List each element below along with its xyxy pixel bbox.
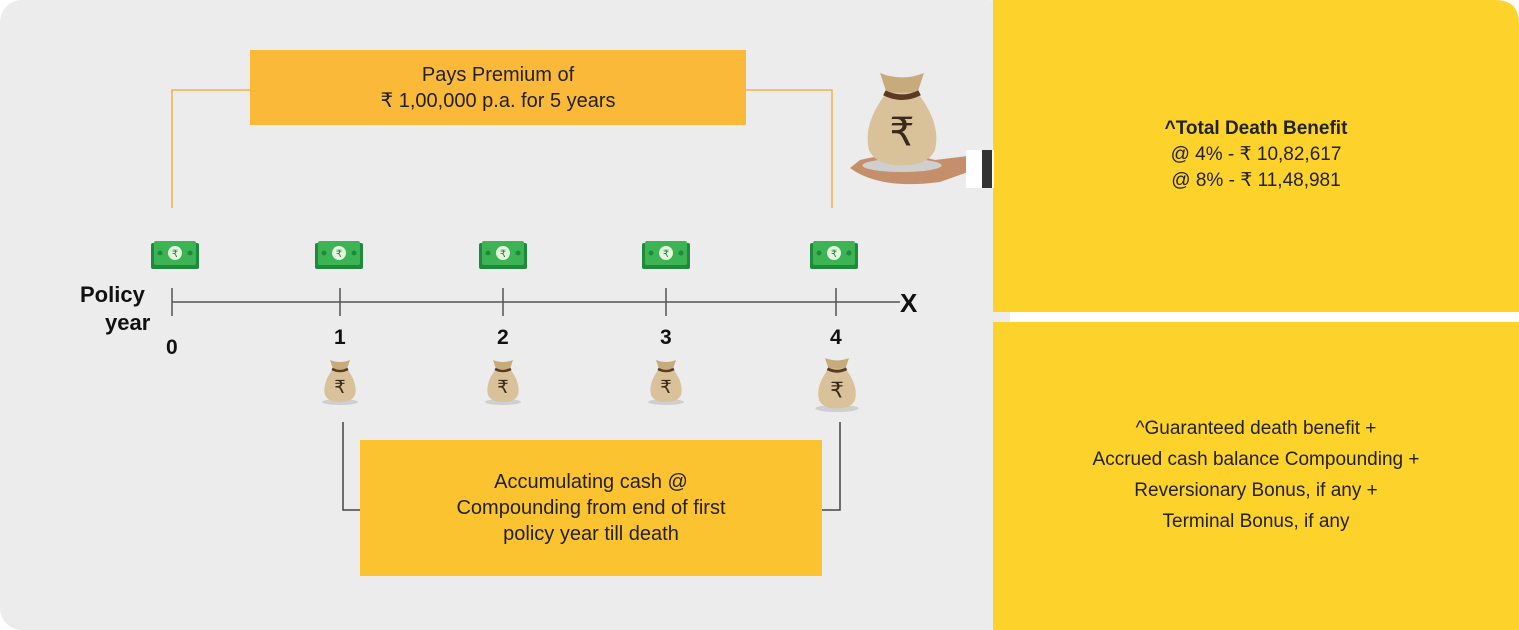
accumulation-box — [360, 440, 822, 576]
text-line: Pays Premium of — [421, 63, 575, 86]
timeline-ticks — [171, 288, 837, 316]
text-line: @ 4% - ₹ 10,82,617 — [1170, 144, 1342, 165]
premium-text: Pays Premium of ₹ 1,00,000 p.a. for 5 ye… — [250, 50, 746, 125]
bottom-panel — [993, 322, 1519, 630]
text-line: Terminal Bonus, if any — [1162, 511, 1350, 532]
axis-label: year — [105, 310, 151, 335]
top-panel — [993, 0, 1519, 312]
tick-label: 0 — [166, 336, 178, 359]
text-line: Reversionary Bonus, if any + — [1134, 480, 1378, 501]
premium-bracket — [171, 89, 833, 208]
text-line: Compounding from end of first — [456, 497, 726, 519]
total-benefit: ^Total Death Benefit @ 4% - ₹ 10,82,617 … — [993, 100, 1519, 210]
tick-label: 1 — [334, 326, 346, 349]
text-line: ^Guaranteed death benefit + — [1135, 418, 1377, 439]
text-line: @ 8% - ₹ 11,48,981 — [1171, 170, 1341, 191]
benefit-title: ^Total Death Benefit — [1164, 118, 1348, 139]
premium-box — [250, 50, 746, 125]
benefit-formula: ^Guaranteed death benefit + Accrued cash… — [993, 410, 1519, 540]
tick-label: 2 — [497, 326, 509, 349]
text-line: ₹ 1,00,000 p.a. for 5 years — [380, 89, 616, 112]
text-line: Accrued cash balance Compounding + — [1092, 449, 1420, 470]
text-line: policy year till death — [503, 523, 679, 545]
text-line: Accumulating cash @ — [494, 471, 688, 493]
accumulation-text: Accumulating cash @ Compounding from end… — [360, 440, 822, 576]
accumulation-bracket — [342, 422, 841, 511]
axis-label: Policy — [80, 282, 145, 307]
tick-label: 4 — [830, 326, 842, 349]
tick-label: 3 — [660, 326, 672, 349]
end-marker: X — [900, 288, 918, 318]
hand-with-bag — [850, 73, 994, 188]
